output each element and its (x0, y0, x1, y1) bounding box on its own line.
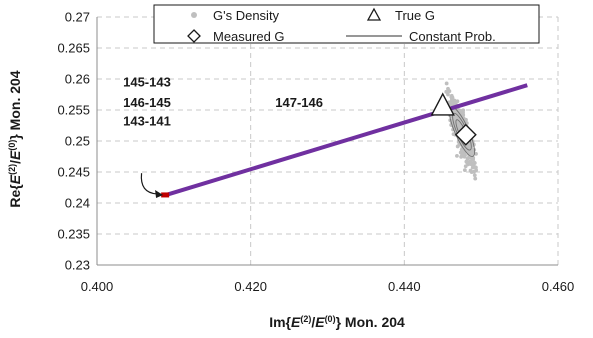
y-tick-label: 0.265 (57, 41, 90, 56)
axes: 0.23 0.235 0.24 0.245 0.25 0.255 0.26 0.265 0.27… (57, 10, 574, 295)
measured-g-marker (454, 123, 477, 146)
density-point (457, 124, 462, 129)
x-tick-label: 0.420 (234, 279, 267, 294)
y-tick-label: 0.255 (57, 103, 90, 118)
triangle-icon (366, 7, 382, 21)
density-point (459, 154, 464, 159)
grid (97, 16, 559, 265)
diamond-icon (187, 29, 201, 43)
y-tick-label: 0.26 (65, 72, 90, 87)
legend-box (153, 4, 540, 44)
density-point (466, 155, 471, 160)
y-tick-label: 0.23 (65, 258, 90, 273)
path-line (165, 83, 528, 197)
annotation-label: 145-143 (123, 74, 171, 89)
density-point (460, 148, 464, 153)
density-point (455, 144, 460, 149)
density-point (463, 164, 468, 169)
density-point (464, 159, 469, 164)
annotation-arrow (140, 173, 158, 195)
density-point (474, 151, 478, 156)
density-point (473, 176, 478, 181)
legend-label-true-g: True G (395, 8, 435, 23)
true-g-marker (430, 92, 455, 116)
annotation-label: 147-146 (275, 95, 323, 110)
y-tick-label: 0.24 (65, 196, 90, 211)
x-tick-label: 0.400 (81, 279, 114, 294)
density-point (446, 86, 450, 91)
density-point (444, 89, 449, 94)
legend: G's Density True G Measured G Constant P… (153, 4, 540, 44)
y-axis-label: Re{E(2)/E(0)} Mon. 204 (7, 70, 23, 207)
density-point (464, 117, 468, 122)
x-tick-label: 0.460 (542, 279, 575, 294)
legend-label-density: G's Density (213, 8, 280, 23)
annotation-label: 143-141 (123, 114, 171, 129)
density-point (455, 99, 460, 104)
x-tick-label: 0.440 (388, 279, 421, 294)
density-point (467, 150, 472, 155)
dot-icon (191, 12, 197, 18)
density-point (472, 169, 476, 174)
x-axis-label: Im{E(2)/E(0)} Mon. 204 (269, 314, 405, 330)
y-tick-label: 0.27 (65, 10, 90, 25)
legend-label-constant-prob: Constant Prob. (409, 29, 496, 44)
density-point (455, 153, 459, 158)
density-point (472, 173, 477, 178)
start-marker (161, 192, 170, 198)
density-point (451, 132, 456, 137)
density-point (449, 97, 454, 101)
density-point (462, 168, 467, 173)
y-tick-label: 0.25 (65, 134, 90, 149)
annotation-label: 146-145 (123, 95, 171, 110)
series (161, 83, 528, 198)
density-point (470, 162, 475, 166)
annotations: 145-143 146-145 143-141 147-146 (123, 74, 323, 198)
arrow-head-icon (155, 189, 164, 198)
density-point (461, 113, 466, 117)
density-point (471, 150, 475, 155)
legend-label-measured-g: Measured G (213, 29, 285, 44)
density-point (444, 81, 449, 86)
y-tick-label: 0.245 (57, 165, 90, 180)
density-point (446, 92, 450, 97)
y-tick-label: 0.235 (57, 227, 90, 242)
